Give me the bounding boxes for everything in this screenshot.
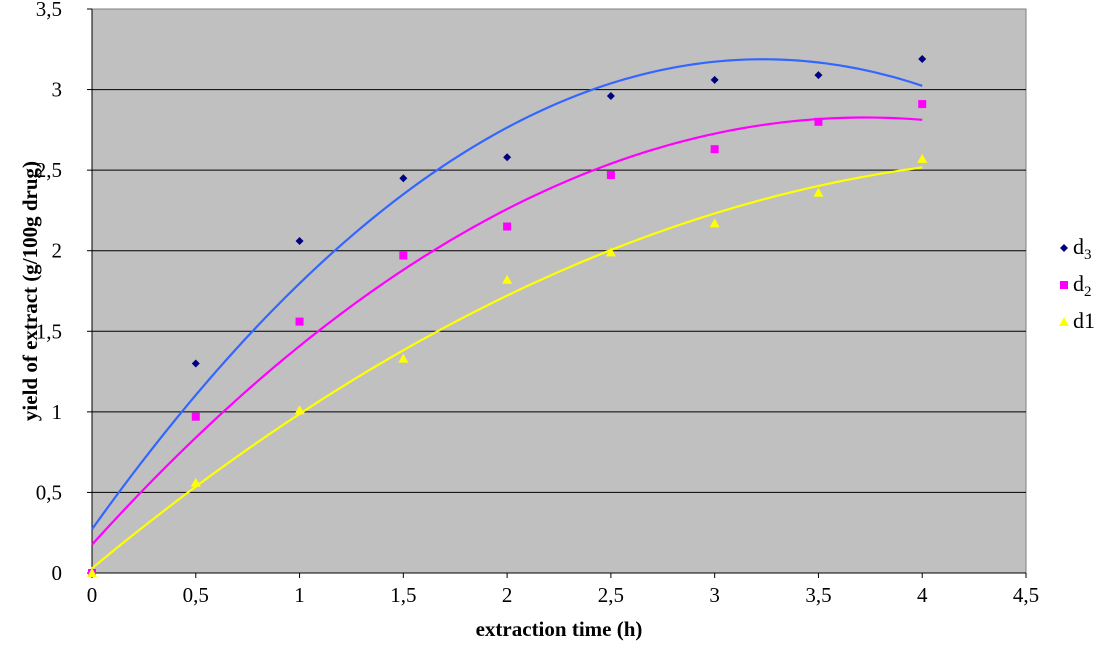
trend-line-series-2 bbox=[91, 166, 923, 570]
y-axis-title: yield of extract (g/100g drug) bbox=[18, 161, 42, 421]
data-point-series-2-0 bbox=[87, 568, 97, 577]
y-tick-label-2: 1 bbox=[52, 400, 63, 424]
x-tick-label-4: 2 bbox=[502, 583, 513, 607]
data-point-series-2-2 bbox=[294, 405, 305, 415]
y-tick-label-4: 2 bbox=[52, 239, 63, 263]
data-point-series-2-1 bbox=[190, 477, 201, 487]
data-points bbox=[87, 54, 928, 577]
legend-label-text-2: d1 bbox=[1073, 308, 1095, 333]
legend-marker-1 bbox=[1060, 281, 1068, 289]
y-tick-label-6: 3 bbox=[52, 78, 63, 102]
x-tick-label-3: 1,5 bbox=[390, 583, 416, 607]
legend-marker-2 bbox=[1059, 317, 1069, 326]
x-tick-label-8: 4 bbox=[917, 583, 928, 607]
legend-label-1: d2 bbox=[1073, 271, 1092, 300]
data-point-series-0-4 bbox=[503, 153, 512, 162]
legend-marker-0 bbox=[1060, 244, 1068, 252]
plot-area bbox=[91, 8, 1027, 574]
y-tick-label-1: 0,5 bbox=[36, 480, 62, 504]
legend-label-text-0: d bbox=[1073, 234, 1084, 259]
data-point-series-0-8 bbox=[918, 54, 927, 63]
data-point-series-0-5 bbox=[606, 92, 615, 101]
x-tick-label-2: 1 bbox=[294, 583, 305, 607]
y-tick-label-3: 1,5 bbox=[36, 319, 62, 343]
data-point-series-0-1 bbox=[191, 359, 200, 368]
x-tick-label-6: 3 bbox=[709, 583, 720, 607]
axes bbox=[87, 8, 1027, 578]
x-tick-label-5: 2,5 bbox=[598, 583, 624, 607]
data-point-series-2-3 bbox=[398, 353, 409, 363]
grid-lines bbox=[92, 89, 1026, 493]
y-tick-label-5: 2,5 bbox=[36, 158, 62, 182]
data-point-series-0-6 bbox=[710, 75, 719, 84]
x-axis-title: extraction time (h) bbox=[476, 617, 643, 641]
data-point-series-1-8 bbox=[918, 100, 927, 109]
data-point-series-1-1 bbox=[191, 412, 200, 421]
legend-label-subscript-0: 3 bbox=[1084, 247, 1092, 263]
data-point-series-0-2 bbox=[295, 237, 304, 246]
trend-line-series-1 bbox=[91, 116, 923, 546]
data-point-series-2-6 bbox=[709, 218, 720, 228]
y-tick-label-7: 3,5 bbox=[36, 0, 62, 21]
x-tick-label-7: 3,5 bbox=[805, 583, 831, 607]
y-tick-label-0: 0 bbox=[52, 561, 63, 585]
data-point-series-2-7 bbox=[813, 187, 824, 197]
x-tick-label-9: 4,5 bbox=[1013, 583, 1039, 607]
legend-label-2: d1 bbox=[1073, 308, 1095, 333]
x-tick-label-1: 0,5 bbox=[183, 583, 209, 607]
data-point-series-1-2 bbox=[295, 317, 304, 326]
x-tick-label-0: 0 bbox=[87, 583, 98, 607]
data-point-series-0-3 bbox=[399, 174, 408, 183]
data-point-series-2-5 bbox=[605, 247, 616, 257]
data-point-series-2-8 bbox=[917, 153, 928, 163]
data-point-series-2-4 bbox=[502, 274, 513, 284]
legend-label-0: d3 bbox=[1073, 234, 1092, 263]
data-point-series-1-7 bbox=[814, 117, 823, 126]
trend-line-series-0 bbox=[91, 58, 923, 530]
legend-label-text-1: d bbox=[1073, 271, 1084, 296]
data-point-series-1-5 bbox=[606, 170, 615, 179]
tick-labels: 0 0,5 1 1,5 2 2,5 3 3,5 0 0,5 1 1,5 2 2,5 3 3,5 4 4,5 bbox=[36, 0, 1039, 607]
legend-label-subscript-1: 2 bbox=[1084, 284, 1092, 300]
trend-lines bbox=[91, 58, 923, 570]
data-point-series-1-6 bbox=[710, 145, 719, 154]
data-point-series-1-4 bbox=[503, 222, 512, 231]
data-point-series-1-3 bbox=[399, 251, 408, 260]
data-point-series-0-7 bbox=[814, 71, 823, 80]
